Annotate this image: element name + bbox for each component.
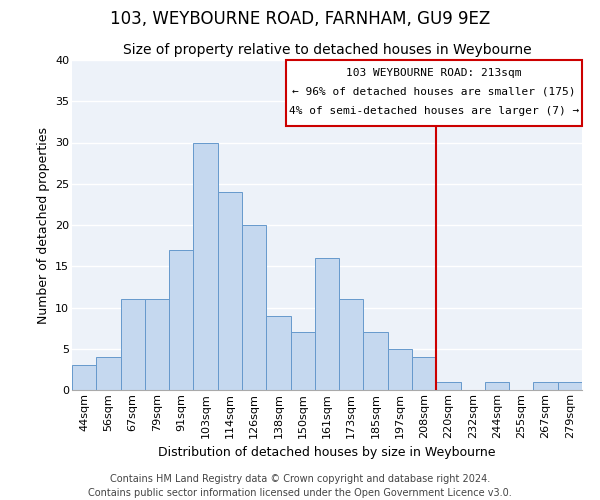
Text: 103, WEYBOURNE ROAD, FARNHAM, GU9 9EZ: 103, WEYBOURNE ROAD, FARNHAM, GU9 9EZ — [110, 10, 490, 28]
Bar — [145, 299, 169, 390]
Bar — [533, 382, 558, 390]
Bar — [388, 349, 412, 390]
Text: 4% of semi-detached houses are larger (7) →: 4% of semi-detached houses are larger (7… — [289, 106, 579, 117]
Bar — [485, 382, 509, 390]
Text: ← 96% of detached houses are smaller (175): ← 96% of detached houses are smaller (17… — [292, 86, 575, 97]
Bar — [339, 299, 364, 390]
Bar — [315, 258, 339, 390]
Bar — [218, 192, 242, 390]
Bar — [436, 382, 461, 390]
Text: Contains HM Land Registry data © Crown copyright and database right 2024.
Contai: Contains HM Land Registry data © Crown c… — [88, 474, 512, 498]
Bar — [290, 332, 315, 390]
Bar — [193, 142, 218, 390]
Bar — [96, 357, 121, 390]
X-axis label: Distribution of detached houses by size in Weybourne: Distribution of detached houses by size … — [158, 446, 496, 459]
Bar — [72, 365, 96, 390]
Bar — [242, 225, 266, 390]
Bar — [558, 382, 582, 390]
Y-axis label: Number of detached properties: Number of detached properties — [37, 126, 50, 324]
Bar — [412, 357, 436, 390]
Title: Size of property relative to detached houses in Weybourne: Size of property relative to detached ho… — [122, 44, 532, 58]
Bar — [266, 316, 290, 390]
Bar — [364, 332, 388, 390]
Text: 103 WEYBOURNE ROAD: 213sqm: 103 WEYBOURNE ROAD: 213sqm — [346, 68, 521, 78]
Bar — [121, 299, 145, 390]
FancyBboxPatch shape — [286, 60, 582, 126]
Bar — [169, 250, 193, 390]
